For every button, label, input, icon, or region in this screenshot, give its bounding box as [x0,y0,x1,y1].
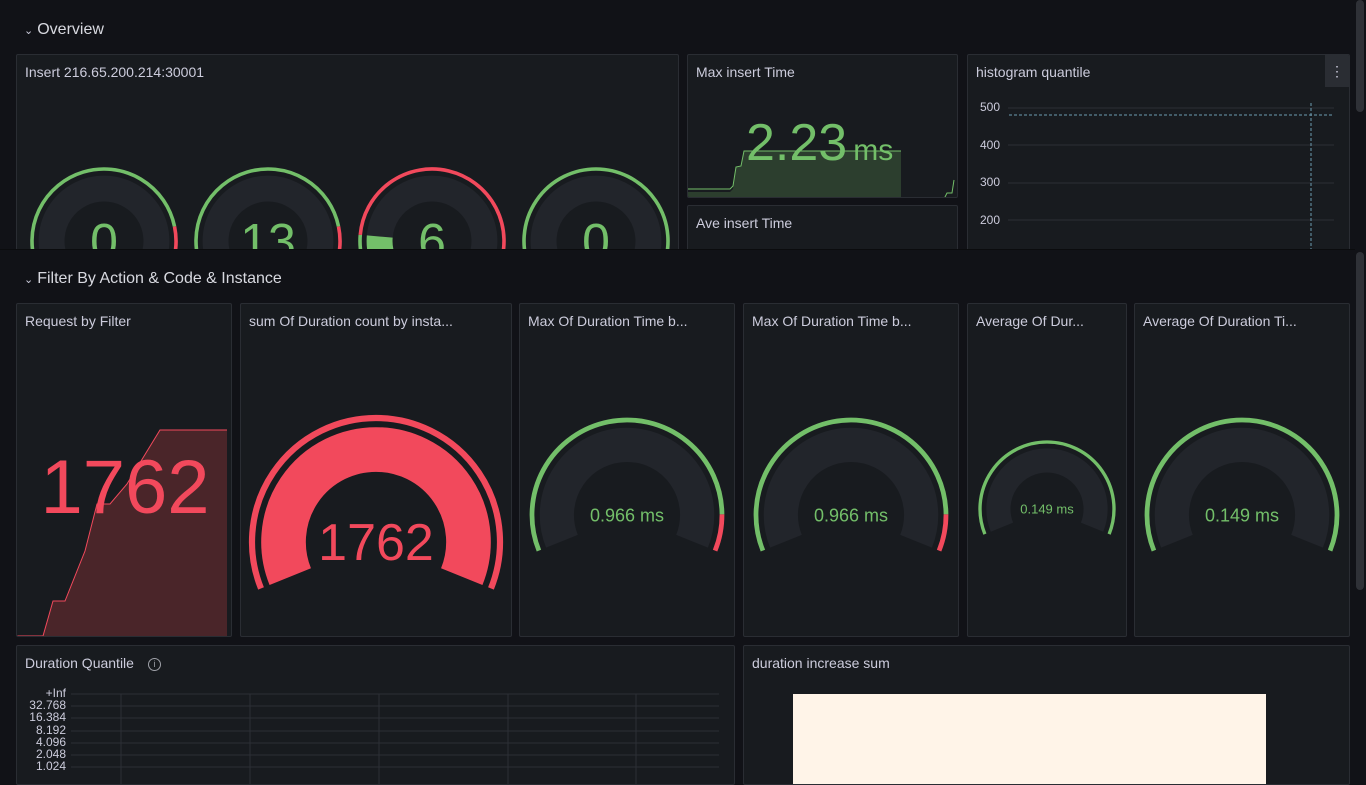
avg-duration-panel-2[interactable]: Average Of Duration Ti... 0.149 ms [1134,303,1350,637]
gauge-track [202,175,334,249]
max-duration-panel-2[interactable]: Max Of Duration Time b... 0.966 ms [743,303,959,637]
panel-title: Max insert Time [696,64,795,80]
panel-title: Request by Filter [25,313,131,329]
sum-duration-panel[interactable]: sum Of Duration count by insta... 1762 [240,303,512,637]
panel-title: sum Of Duration count by insta... [249,313,453,329]
threshold-arc [358,234,363,249]
y-tick-label: 32.768 [29,698,66,713]
gauge-track [38,175,170,249]
threshold-arc [336,226,342,249]
gauge-track [763,427,939,548]
overview-section: ⌄ Overview Insert 216.65.200.214:30001 0 1… [0,0,1355,249]
kebab-icon[interactable]: ⋮ [1325,55,1349,87]
heatmap-area [793,694,1266,784]
gauge: 0.149 ms [978,440,1116,535]
divider [0,249,1355,250]
ave-insert-panel[interactable]: Ave insert Time [687,205,958,249]
gauge-value: 0 [582,214,610,250]
chevron-down-icon: ⌄ [24,24,34,37]
gauge-value: 1762 [318,514,434,572]
gauge-value: 0.966 ms [814,505,888,525]
panel-title: Insert 216.65.200.214:30001 [25,64,205,80]
gauge-track [539,427,715,548]
duration-increase-panel[interactable]: duration increase sum [743,645,1350,785]
threshold-arc [936,514,949,552]
panel-title: duration increase sum [752,655,890,671]
gauge-value: 0.149 ms [1205,505,1279,525]
y-tick-label: 2.048 [35,747,66,761]
request-value: 1762 [40,445,210,530]
threshold-arc [1144,417,1340,552]
scrollbar-thumb-top[interactable] [1356,0,1364,112]
threshold-arc [522,167,670,249]
gauge-value: 0 [90,214,118,250]
threshold-arc [529,417,725,552]
gauge-track [986,448,1108,532]
scrollbar-thumb[interactable] [1356,252,1364,590]
y-tick-label: 4.096 [35,734,66,749]
gauge-value-arc [366,235,394,249]
y-tick-label: 1.024 [35,759,66,774]
chevron-down-icon: ⌄ [24,273,34,286]
y-tick-label: 16.384 [29,710,66,725]
gauge: 1762 [248,414,504,590]
sparkline [688,150,955,197]
max-insert-panel[interactable]: Max insert Time 2.23 ms [687,54,958,198]
row-header-overview[interactable]: ⌄ Overview [24,21,104,38]
panel-title: Duration Quantile i [25,655,161,671]
threshold-arc [248,414,504,590]
gauge: 0.149 ms [1144,417,1340,552]
avg-duration-panel-1[interactable]: Average Of Dur... 0.149 ms [967,303,1127,637]
panel-title: Max Of Duration Time b... [528,313,688,329]
max-insert-value: 2.23 ms [746,114,894,172]
gauge: 0.966 ms [529,417,725,552]
duration-quantile-panel[interactable]: Duration Quantile i +Inf 32.768 16.384 8.192… [16,645,735,785]
y-tick-label: 8.192 [35,722,66,737]
gauge-value: 13 [240,214,296,250]
histogram-chart [1008,103,1334,249]
info-icon[interactable]: i [147,658,161,671]
gauge: 0.966 ms [753,417,949,552]
gauge-track [366,175,498,249]
gauge-value: 0.149 ms [1020,502,1074,517]
panel-title: Average Of Dur... [976,313,1084,329]
panel-title: histogram quantile [976,64,1091,80]
sparkline [17,429,227,636]
max-duration-panel-1[interactable]: Max Of Duration Time b... 0.966 ms [519,303,735,637]
threshold-arc [978,440,1116,535]
quantile-grid [71,693,719,784]
row-header-filter[interactable]: ⌄ Filter By Action & Code & Instance [24,270,282,287]
gauge-value: 0.966 ms [590,505,664,525]
panel-title: Ave insert Time [696,215,793,231]
panel-title: Average Of Duration Ti... [1143,313,1297,329]
gauge-track [1154,427,1330,548]
request-by-filter-panel[interactable]: Request by Filter 1762 [16,303,232,637]
gauge-track [530,175,662,249]
threshold-arc [712,514,725,552]
threshold-arc [30,167,177,249]
y-tick-label: +Inf [45,686,66,700]
threshold-arc [753,417,949,552]
threshold-arc [194,167,341,249]
insert-panel[interactable]: Insert 216.65.200.214:30001 0 13 6 0 [16,54,679,249]
gauge-value-arc [261,427,491,585]
histogram-panel[interactable]: histogram quantile ⋮ 500 400 300 200 [967,54,1350,249]
gauge-value: 6 [418,214,446,250]
insert-gauges: 0 13 6 0 [30,167,670,250]
threshold-arc [358,167,506,249]
panel-title: Max Of Duration Time b... [752,313,912,329]
threshold-arc [172,226,178,249]
